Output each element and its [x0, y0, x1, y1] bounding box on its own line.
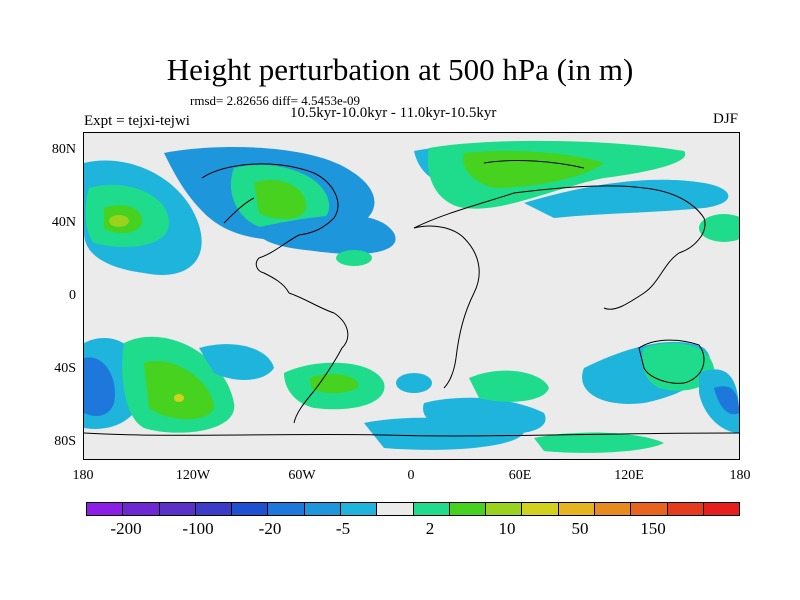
colorbar-box-17	[703, 503, 740, 515]
colorbar-box-6	[304, 503, 341, 515]
lon-tick-120w: 120W	[175, 468, 211, 483]
colorbar-box-11	[486, 503, 523, 515]
north-america-pos-core	[254, 179, 307, 220]
lat-tick-40n: 40N	[51, 215, 76, 230]
map-title: Height perturbation at 500 hPa (in m)	[166, 52, 634, 87]
colorbar-box-1	[123, 503, 160, 515]
colorbar-box-7	[340, 503, 378, 515]
colorbar-box-12	[522, 503, 559, 515]
antarctic-pos	[534, 432, 664, 453]
colorbar-label-neg5: -5	[335, 519, 351, 538]
colorbar-box-2	[159, 503, 196, 515]
colorbar-label-50: 50	[571, 519, 589, 538]
colorbar-label-neg20: -20	[258, 519, 282, 538]
colorbar-label-10: 10	[498, 519, 516, 538]
map-panel	[83, 132, 740, 460]
colorbar-box-9	[413, 503, 450, 515]
hawaii-neg	[116, 253, 156, 269]
colorbar-box-5	[268, 503, 305, 515]
map-canvas	[84, 133, 739, 459]
antarctic-neg	[364, 417, 524, 450]
australia-pos	[642, 343, 714, 391]
period-text: 10.5kyr-10.0kyr - 11.0kyr-10.5kyr	[290, 105, 497, 121]
colorbar-box-15	[631, 503, 668, 515]
colorbar-box-10	[449, 503, 487, 515]
north-atlantic-neg	[254, 215, 396, 254]
lat-tick-40s: 40S	[54, 361, 76, 376]
colorbar-box-4	[232, 503, 269, 515]
lon-tick-60w: 60W	[288, 468, 316, 483]
colorbar-box-13	[558, 503, 595, 515]
north-pacific-peak	[109, 215, 129, 227]
west-pacific-pos	[699, 214, 739, 242]
colorbar-box-8	[377, 503, 414, 515]
lat-tick-80n: 80N	[51, 142, 76, 157]
colorbar-box-16	[667, 503, 704, 515]
experiment-label: Expt = tejxi-tejwi	[84, 113, 190, 129]
lon-tick-0: 0	[407, 468, 415, 483]
mid-atlantic-pos	[336, 250, 372, 266]
lat-tick-0: 0	[69, 288, 76, 303]
south-atlantic-pos-core	[309, 373, 359, 394]
south-atlantic-neg	[199, 344, 274, 380]
eurasia-pos-core	[463, 151, 604, 188]
southeast-pacific-pos-core	[144, 361, 214, 420]
coastlines	[84, 160, 739, 437]
southwest-pacific-neg-core	[714, 386, 739, 415]
lon-tick-180w: 180	[72, 468, 94, 483]
colorbar-label-neg200: -200	[110, 519, 142, 538]
colorbar-label-150: 150	[640, 519, 666, 538]
southeast-pacific-peak	[174, 394, 184, 402]
asia-neg	[524, 179, 729, 218]
southwest-pacific-neg-core	[84, 357, 115, 416]
season-label: DJF	[713, 111, 739, 127]
southern-indian-pos	[469, 370, 549, 402]
colorbar	[86, 502, 740, 516]
lat-tick-80s: 80S	[54, 434, 76, 449]
colorbar-box-0	[87, 503, 124, 515]
colorbar-label-neg100: -100	[182, 519, 214, 538]
south-atlantic-east-neg	[396, 373, 432, 393]
colorbar-box-3	[195, 503, 233, 515]
stats-text: rmsd= 2.82656 diff= 4.5453e-09	[190, 93, 361, 108]
lon-tick-60e: 60E	[508, 468, 532, 483]
lon-tick-120e: 120E	[614, 468, 644, 483]
colorbar-box-14	[594, 503, 632, 515]
colorbar-label-2: 2	[425, 519, 435, 538]
lon-tick-180e: 180	[729, 468, 751, 483]
